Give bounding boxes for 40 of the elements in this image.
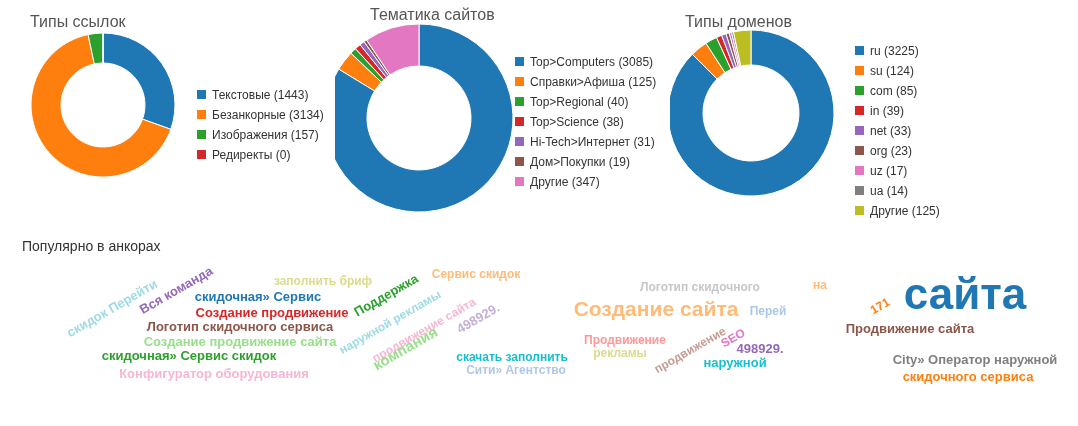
text: 171 [867, 294, 893, 318]
text: Создание продвижение [195, 304, 349, 320]
legend-label: uz (17) [870, 163, 908, 178]
legend-label: in (39) [870, 103, 905, 118]
text: рекламы [593, 346, 647, 360]
legend-label: Редиректы (0) [212, 147, 291, 162]
text: Создание продвижение сайта [143, 333, 338, 349]
text: Перей [749, 304, 787, 318]
legend-label: Дом>Покупки (19) [530, 154, 631, 169]
text: скачать заполнить [456, 350, 568, 364]
text: скидочного сервиса [902, 368, 1035, 384]
legend-label: Hi-Tech>Интернет (31) [530, 134, 655, 149]
text: Популярно в анкорах [22, 238, 161, 254]
legend-label: Изображения (157) [212, 127, 319, 142]
legend-label: Другие (347) [530, 174, 600, 189]
text: Создание сайта [573, 296, 739, 320]
chart-title: Типы доменов [685, 12, 792, 30]
legend-label: Top>Regional (40) [530, 94, 629, 109]
legend-label: ru (3225) [870, 43, 919, 58]
legend-label: Безанкорные (3134) [212, 107, 324, 122]
legend-label: Top>Computers (3085) [530, 54, 654, 69]
chart-title: Типы ссылок [30, 12, 127, 30]
text: Сити» Агентство [466, 363, 566, 377]
legend-label: Справки>Афиша (125) [530, 74, 657, 89]
text: Сервис скидок [431, 267, 522, 281]
legend-label: ua (14) [870, 183, 909, 198]
legend-label: com (85) [870, 83, 918, 98]
legend-label: net (33) [870, 123, 912, 138]
chart-title: Тематика сайтов [370, 5, 495, 23]
text: на [813, 278, 828, 292]
text: сайта [903, 268, 1027, 318]
text: Конфигуратор оборудования [119, 365, 309, 381]
text: Логотип скидочного [640, 280, 760, 294]
legend-label: su (124) [870, 63, 915, 78]
text: Продвижение сайта [845, 320, 975, 336]
legend-label: Другие (125) [870, 203, 940, 218]
legend-label: org (23) [870, 143, 913, 158]
legend-label: Текстовые (1443) [212, 87, 309, 102]
text: City» Оператор наружной [892, 351, 1058, 367]
legend-label: Top>Science (38) [530, 114, 624, 129]
